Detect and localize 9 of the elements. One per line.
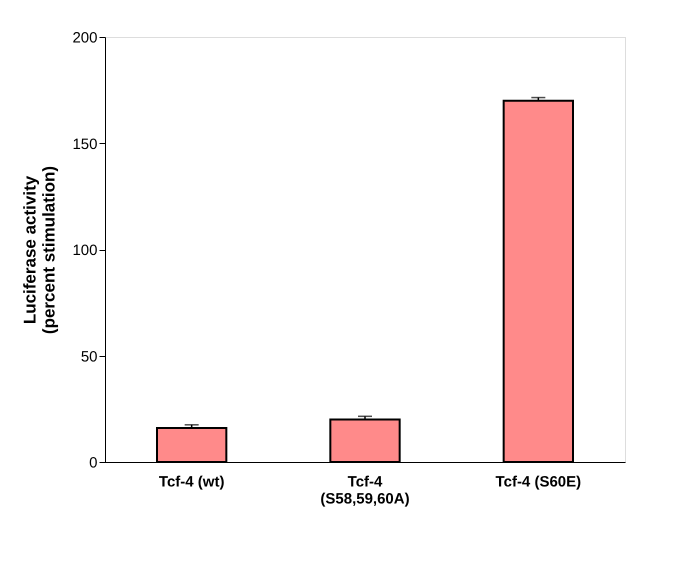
y-tick-label: 0 xyxy=(89,454,98,472)
y-tick-label: 200 xyxy=(72,30,98,46)
y-axis-title: Luciferase activity (percent stimulation) xyxy=(20,166,58,334)
x-tick-label: Tcf-4 (S58,59,60A) xyxy=(320,474,410,508)
x-tick-label: Tcf-4 (wt) xyxy=(158,474,224,490)
x-tick-label: Tcf-4 (S60E) xyxy=(496,474,582,490)
y-tick-label: 150 xyxy=(72,136,98,153)
y-tick-label: 50 xyxy=(80,348,98,366)
y-tick-label: 100 xyxy=(72,242,98,259)
